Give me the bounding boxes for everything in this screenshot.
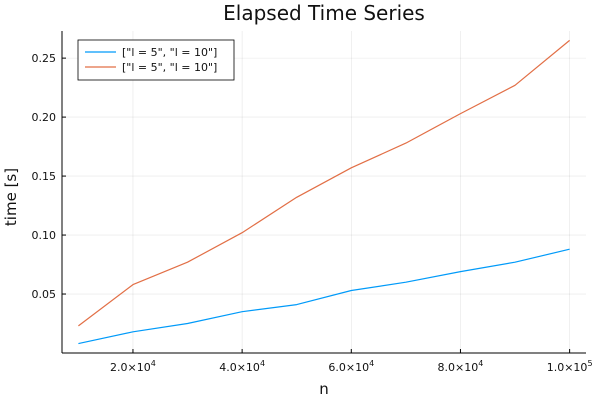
legend-label-2: ["l = 5", "l = 10"] (122, 61, 217, 74)
ticks: 2.0×104 4.0×104 6.0×104 8.0×104 1.0×105 0.05 0… (32, 52, 593, 374)
series-line-1 (78, 248, 570, 345)
plot-frame (61, 31, 586, 354)
y-tick-label: 0.20 (32, 111, 57, 124)
x-axis-label: n (319, 380, 329, 398)
grid-lines (62, 31, 586, 353)
x-tick-label: 4.0×104 (219, 359, 265, 374)
series-line-2 (78, 39, 570, 327)
y-tick-label: 0.25 (32, 52, 57, 65)
legend-box (77, 39, 235, 81)
legend: ["l = 5", "l = 10"] ["l = 5", "l = 10"] (77, 39, 235, 81)
x-tick-label: 2.0×104 (110, 359, 156, 374)
y-axis-label: time [s] (2, 168, 20, 226)
x-tick-label: 8.0×104 (438, 359, 484, 374)
legend-label-1: ["l = 5", "l = 10"] (122, 46, 217, 59)
y-tick-label: 0.15 (32, 170, 57, 183)
chart-title: Elapsed Time Series (223, 1, 425, 25)
x-tick-label: 6.0×104 (328, 359, 374, 374)
x-tick-label: 1.0×105 (547, 359, 593, 374)
y-tick-label: 0.05 (32, 288, 57, 301)
series-lines (78, 39, 570, 345)
y-tick-label: 0.10 (32, 229, 57, 242)
